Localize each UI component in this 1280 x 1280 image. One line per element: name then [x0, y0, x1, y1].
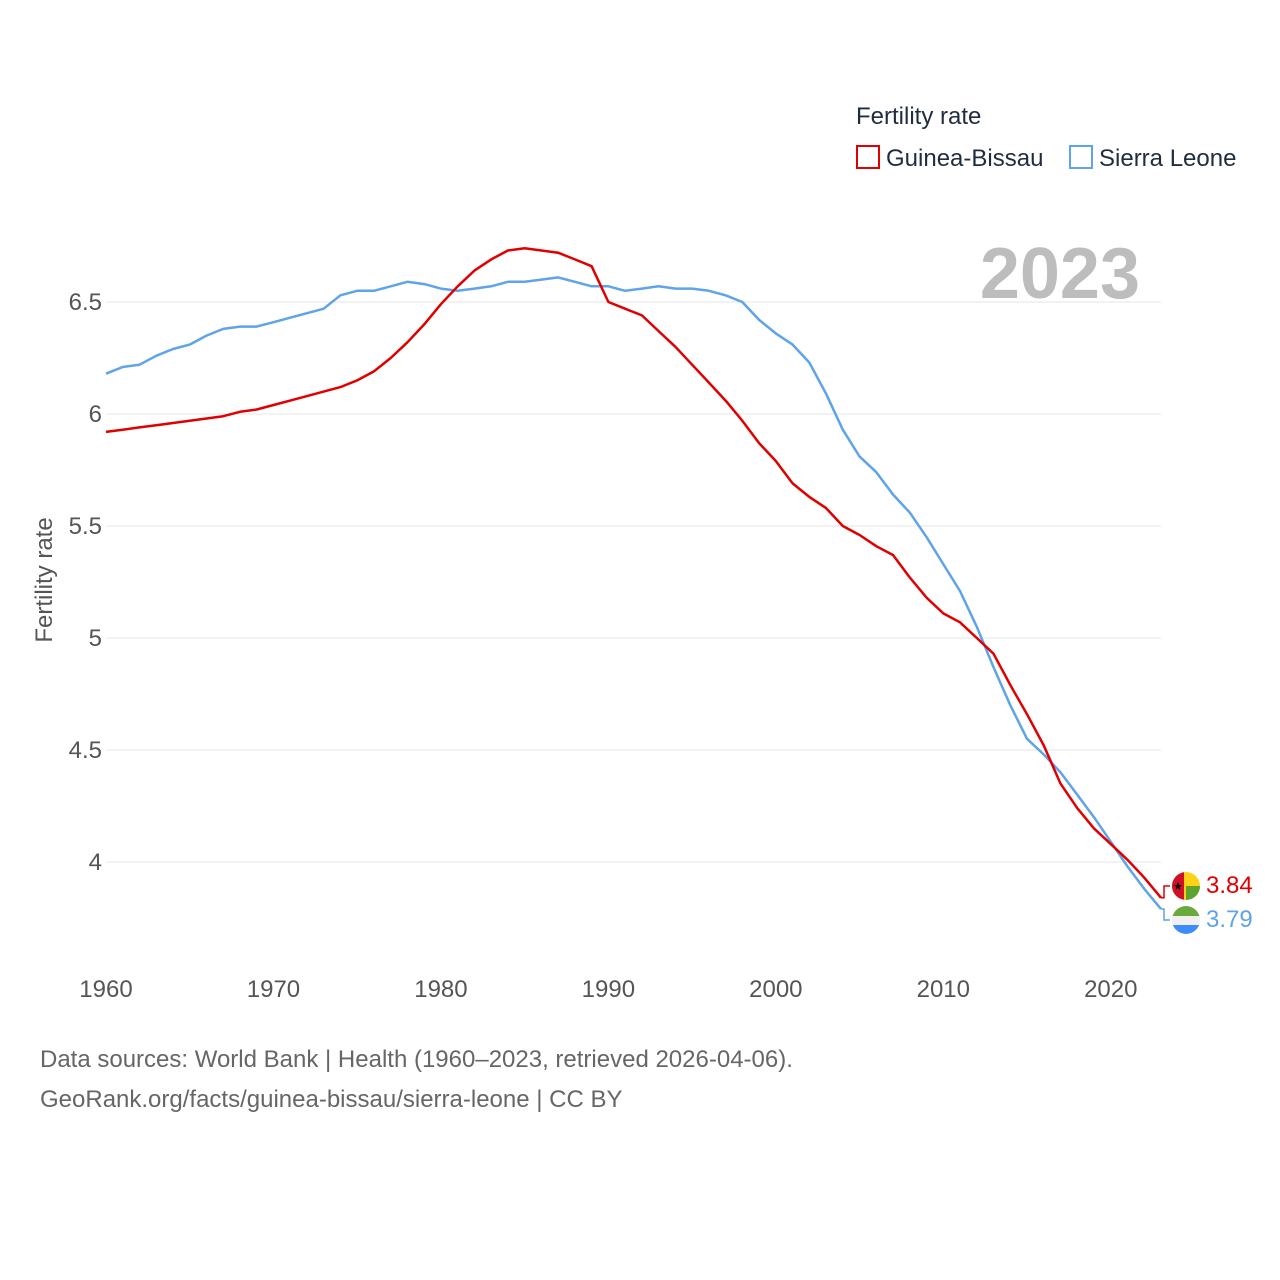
y-tick-label: 6.5 [69, 289, 102, 316]
end-marker-sierra-leone: 3.79 [1161, 906, 1253, 934]
series-line-sierra-leone[interactable] [105, 276, 1162, 910]
series-line-guinea-bissau[interactable] [105, 246, 1162, 899]
end-connector-sierra-leone [1161, 908, 1170, 921]
data-source-text: Data sources: World Bank | Health (1960–… [40, 1046, 793, 1073]
x-tick-label: 2020 [1084, 976, 1137, 1003]
x-tick-label: 1970 [247, 976, 300, 1003]
source-url-text[interactable]: GeoRank.org/facts/guinea-bissau/sierra-l… [40, 1086, 623, 1113]
y-axis-title: Fertility rate [31, 517, 58, 642]
y-axis-ticks: 4 4.5 5 5.5 6 6.5 [69, 289, 102, 876]
x-tick-label: 2010 [917, 976, 970, 1003]
y-tick-label: 5 [89, 625, 102, 652]
footer: Data sources: World Bank | Health (1960–… [40, 1040, 793, 1120]
end-connector-guinea-bissau [1161, 885, 1170, 899]
sierra-leone-flag-icon [1172, 906, 1200, 934]
end-marker-guinea-bissau: 3.84 [1161, 872, 1253, 900]
y-tick-label: 4 [89, 849, 102, 876]
guinea-bissau-flag-icon [1172, 872, 1200, 900]
x-tick-label: 1960 [79, 976, 132, 1003]
legend-label-guinea-bissau[interactable]: Guinea-Bissau [886, 145, 1043, 172]
series-layer [105, 246, 1162, 910]
gridlines [106, 301, 1161, 863]
legend-swatch-guinea-bissau[interactable] [856, 145, 880, 169]
legend: Fertility rate Guinea-Bissau Sierra Leon… [856, 103, 1236, 172]
x-axis-ticks: 1960 1970 1980 1990 2000 2010 2020 [79, 976, 1137, 1003]
y-tick-label: 4.5 [69, 737, 102, 764]
x-tick-label: 1990 [582, 976, 635, 1003]
year-label: 2023 [980, 234, 1140, 314]
legend-label-sierra-leone[interactable]: Sierra Leone [1099, 145, 1236, 172]
legend-swatch-sierra-leone[interactable] [1069, 145, 1093, 169]
y-tick-label: 5.5 [69, 513, 102, 540]
x-tick-label: 2000 [749, 976, 802, 1003]
y-tick-label: 6 [89, 401, 102, 428]
legend-title: Fertility rate [856, 103, 981, 130]
x-tick-label: 1980 [414, 976, 467, 1003]
end-label-sierra-leone: 3.79 [1206, 906, 1253, 933]
end-label-guinea-bissau: 3.84 [1206, 872, 1253, 899]
